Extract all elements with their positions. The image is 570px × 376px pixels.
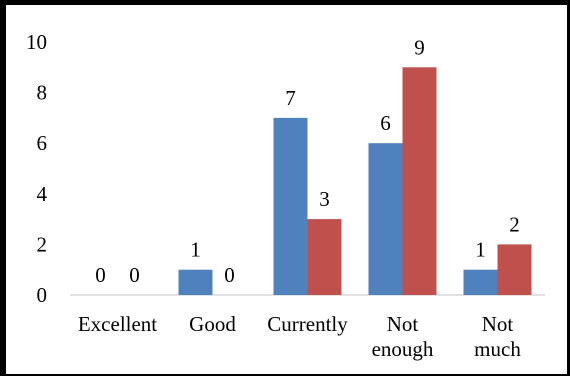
data-label: 0 (224, 263, 235, 287)
data-label: 1 (475, 238, 486, 262)
y-tick-label: 8 (37, 81, 48, 105)
x-category-label: enough (372, 337, 434, 361)
y-tick-label: 10 (26, 30, 47, 54)
bar-series2-3 (307, 219, 342, 295)
data-label: 9 (414, 35, 425, 59)
data-label: 0 (95, 263, 106, 287)
y-tick-label: 2 (37, 232, 48, 256)
x-category-label: Excellent (78, 312, 157, 336)
x-category-label: Not (482, 312, 514, 336)
bar-series1-4 (368, 143, 403, 295)
data-label: 3 (319, 187, 330, 211)
data-label: 2 (509, 212, 520, 236)
bar-series2-5 (497, 244, 532, 295)
x-category-label: Good (189, 312, 236, 336)
x-category-label: Not (387, 312, 419, 336)
bar-series-group (178, 67, 532, 296)
data-label: 7 (285, 86, 296, 110)
x-category-label: much (474, 337, 521, 361)
data-label: 6 (380, 111, 391, 135)
bar-series2-4 (402, 67, 437, 295)
bar-series1-5 (463, 269, 498, 295)
x-category-label: Currently (267, 312, 348, 336)
data-label: 0 (129, 263, 140, 287)
bar-series1-3 (273, 117, 308, 296)
y-tick-label: 4 (37, 182, 48, 206)
bar-series1-2 (178, 269, 213, 295)
y-tick-label: 0 (37, 283, 48, 307)
y-tick-label: 6 (37, 131, 48, 155)
data-label: 1 (190, 238, 201, 262)
y-axis-tick-labels: 0 2 4 6 8 10 (26, 30, 48, 307)
